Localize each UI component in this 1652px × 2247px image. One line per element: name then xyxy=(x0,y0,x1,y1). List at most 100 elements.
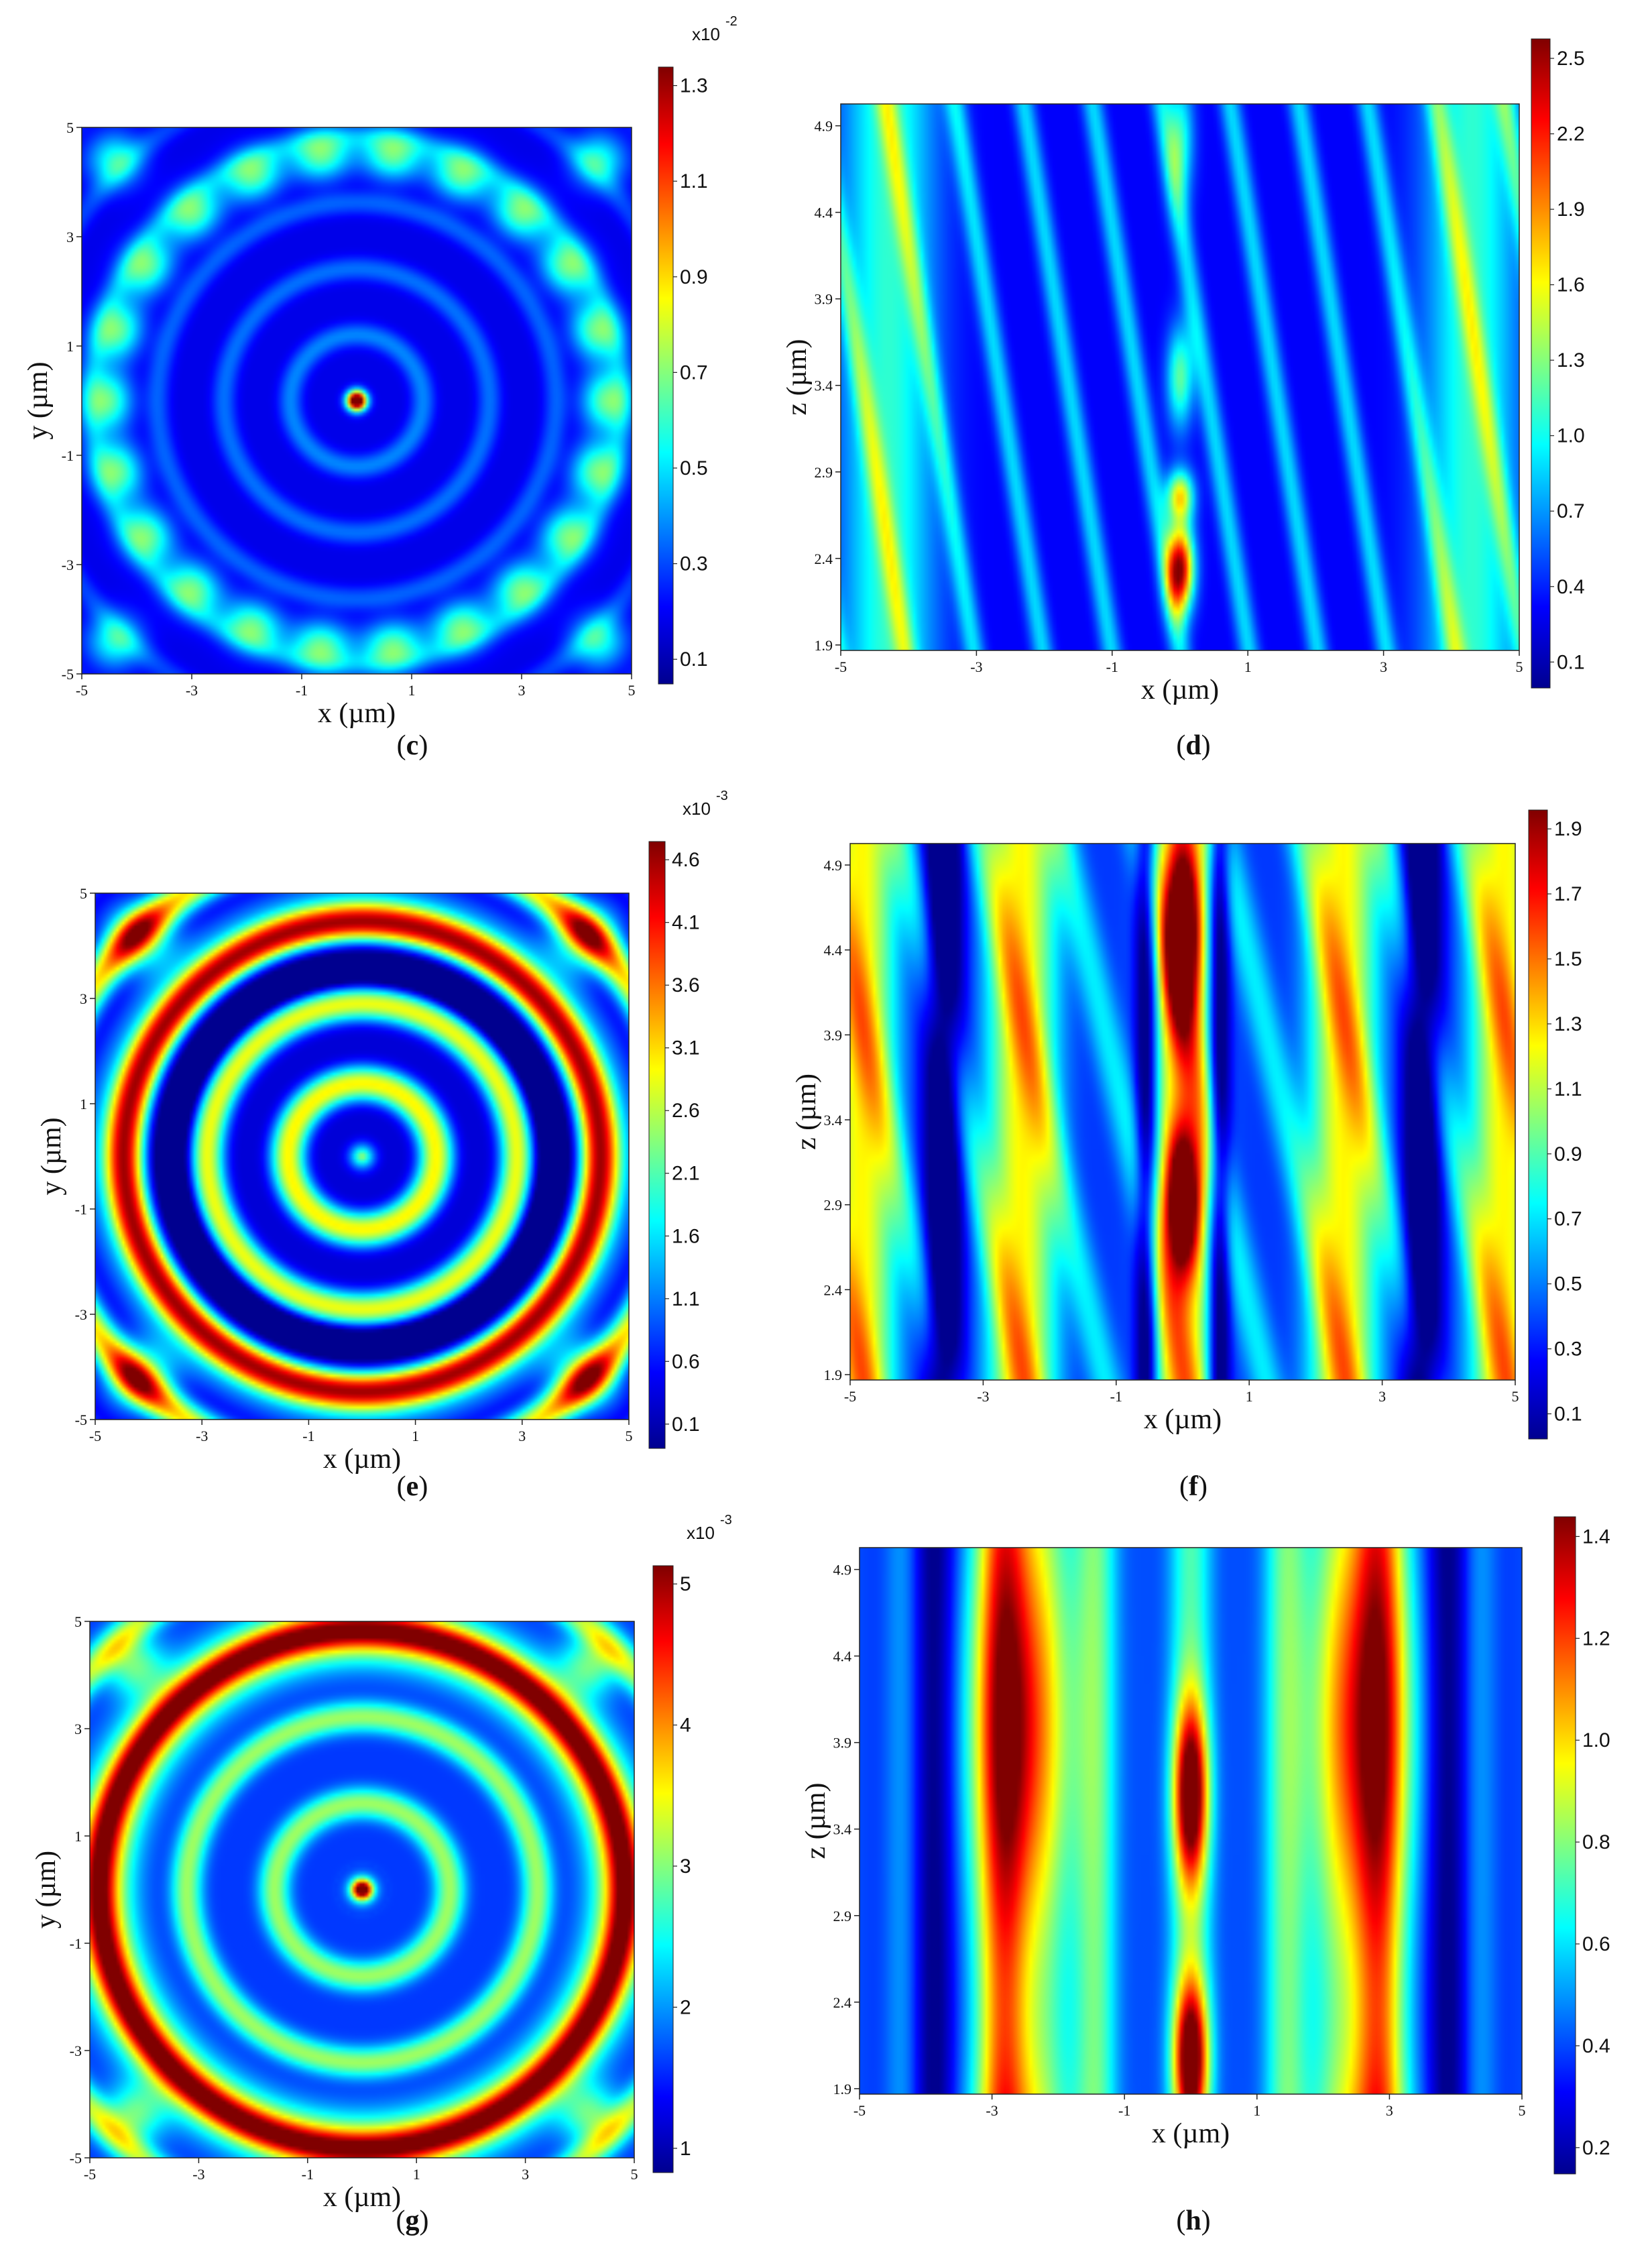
panel-c: -5 -3 -1 1 3 5 -5 -3 -1 1 3 5 x (µm) y (µm) 1.3 1.1 0.9 0… xyxy=(23,14,738,761)
y-tick-label: 1.9 xyxy=(824,1367,843,1383)
x-axis-label: x (µm) xyxy=(1152,2118,1230,2149)
panel-d: -5 -3 -1 1 3 5 4.9 4.4 3.9 3.4 2.9 2.4 1.9 x (µm) z (µ… xyxy=(782,38,1585,761)
panel-f: -5 -3 -1 1 3 5 4.9 4.4 3.9 3.4 2.9 2.4 1.9 x (µm) z (µ… xyxy=(791,809,1582,1502)
colorbar-tick-label: 4.1 xyxy=(672,912,700,934)
colorbar-tick-label: 1.5 xyxy=(1554,948,1582,970)
x-tick-label: -3 xyxy=(977,1388,989,1405)
colorbar xyxy=(652,1565,674,2173)
x-tick-label: -3 xyxy=(196,1428,208,1444)
x-tick-label: 1 xyxy=(1244,658,1252,675)
plot-frame xyxy=(840,103,1520,651)
colorbar-multiplier: x10 xyxy=(683,799,711,819)
colorbar-tick-label: 1.2 xyxy=(1582,1627,1610,1650)
y-tick-label: 1 xyxy=(74,1828,82,1845)
colorbar-tick-label: 1.3 xyxy=(1554,1013,1582,1035)
colorbar-tick-label: 3 xyxy=(680,1855,691,1878)
x-axis-label: x (µm) xyxy=(323,2182,401,2213)
x-tick-label: -3 xyxy=(192,2166,204,2183)
x-tick-label: -1 xyxy=(1106,658,1118,675)
colorbar-tick-label: 0.6 xyxy=(672,1350,700,1373)
y-tick-label: 5 xyxy=(74,1613,82,1630)
x-tick-label: 3 xyxy=(518,682,526,699)
colorbar-tick-label: 1.7 xyxy=(1554,883,1582,905)
y-axis-label: z (µm) xyxy=(791,1074,822,1150)
colorbar-tick-label: 1.6 xyxy=(672,1225,700,1247)
colorbar-tick-label: 2 xyxy=(680,1996,691,2018)
colorbar-tick-label: 0.7 xyxy=(1557,500,1585,522)
y-axis-label: z (µm) xyxy=(782,339,813,416)
colorbar-tick-label: 0.3 xyxy=(680,553,708,575)
plot-frame xyxy=(95,892,630,1420)
colorbar-exponent: -2 xyxy=(725,14,738,29)
y-tick-label: -3 xyxy=(70,2042,82,2059)
panel-e: -5 -3 -1 1 3 5 -5 -3 -1 1 3 5 x (µm) y (µm) 4.6 4.1 3.6 3… xyxy=(36,789,728,1502)
colorbar-tick-label: 0.1 xyxy=(1557,651,1585,673)
x-tick-label: 3 xyxy=(522,2166,529,2183)
colorbar-tick-label: 2.1 xyxy=(672,1163,700,1185)
heatmap-f xyxy=(850,844,1515,1380)
x-axis-label: x (µm) xyxy=(1144,1404,1222,1435)
x-tick-label: 3 xyxy=(1378,1388,1386,1405)
colorbar-tick-label: 2.6 xyxy=(672,1100,700,1122)
colorbar-tick-label: 2.5 xyxy=(1557,48,1585,70)
heatmap-e xyxy=(95,893,629,1420)
panel-g: -5 -3 -1 1 3 5 -5 -3 -1 1 3 5 x (µm) y (µm) 5 4 3 2 1 x10 -3… xyxy=(31,1513,732,2236)
y-tick-label: 4.4 xyxy=(815,205,833,221)
panel-label: (c) xyxy=(397,730,428,761)
x-tick-label: -5 xyxy=(853,2102,866,2119)
colorbar xyxy=(648,841,666,1449)
y-tick-label: 3 xyxy=(74,1721,82,1737)
colorbar-tick-label: 1.6 xyxy=(1557,274,1585,296)
y-tick-label: 3.9 xyxy=(815,291,833,308)
colorbar xyxy=(1528,809,1548,1440)
colorbar-tick-label: 1 xyxy=(680,2138,691,2160)
colorbar-tick-label: 1.1 xyxy=(672,1288,700,1310)
x-tick-label: -5 xyxy=(76,682,88,699)
y-tick-label: -1 xyxy=(75,1201,87,1218)
x-tick-label: -5 xyxy=(835,658,847,675)
heatmap-g xyxy=(90,1621,634,2158)
x-tick-label: -1 xyxy=(1118,2102,1130,2119)
colorbar-tick-label: 1.3 xyxy=(680,75,708,97)
x-tick-label: -1 xyxy=(1110,1388,1122,1405)
x-tick-label: 1 xyxy=(1246,1388,1253,1405)
plot-frame xyxy=(89,1621,635,2158)
colorbar-tick-label: 1.4 xyxy=(1582,1525,1610,1548)
x-tick-label: 5 xyxy=(628,682,636,699)
colorbar xyxy=(1531,38,1551,689)
heatmap-h xyxy=(860,1548,1522,2094)
colorbar-multiplier: x10 xyxy=(687,1523,715,1543)
colorbar-tick-label: 0.7 xyxy=(1554,1208,1582,1230)
y-tick-label: -1 xyxy=(70,1935,82,1952)
y-tick-label: 1.9 xyxy=(815,637,833,654)
x-tick-label: 3 xyxy=(1380,658,1387,675)
x-tick-label: -3 xyxy=(186,682,198,699)
colorbar xyxy=(658,66,674,685)
y-tick-label: 4.9 xyxy=(824,857,843,874)
y-tick-label: 1 xyxy=(66,338,74,355)
plot-frame xyxy=(849,843,1516,1381)
colorbar-tick-label: 1.0 xyxy=(1582,1729,1610,1751)
colorbar-tick-label: 0.5 xyxy=(680,457,708,479)
y-tick-label: 2.9 xyxy=(833,1908,852,1924)
colorbar-tick-label: 0.1 xyxy=(672,1414,700,1436)
y-tick-label: -3 xyxy=(75,1306,87,1323)
colorbar-tick-label: 0.2 xyxy=(1582,2137,1610,2159)
y-tick-label: 4.9 xyxy=(833,1562,852,1578)
x-tick-label: 5 xyxy=(1516,658,1523,675)
y-tick-label: 4.4 xyxy=(833,1648,852,1665)
colorbar-tick-label: 2.2 xyxy=(1557,123,1585,146)
panel-label: (g) xyxy=(396,2205,429,2236)
x-tick-label: 5 xyxy=(626,1428,633,1444)
colorbar-tick-label: 4.6 xyxy=(672,849,700,871)
y-axis-label: y (µm) xyxy=(23,361,54,439)
colorbar-tick-label: 4 xyxy=(680,1715,691,1737)
heatmap-d xyxy=(841,104,1519,650)
colorbar-tick-label: 0.9 xyxy=(680,266,708,288)
plot-frame xyxy=(859,1547,1523,2095)
x-tick-label: 5 xyxy=(1519,2102,1526,2119)
x-tick-label: 1 xyxy=(408,682,416,699)
x-tick-label: 5 xyxy=(1512,1388,1519,1405)
panel-label: (f) xyxy=(1179,1471,1207,1502)
